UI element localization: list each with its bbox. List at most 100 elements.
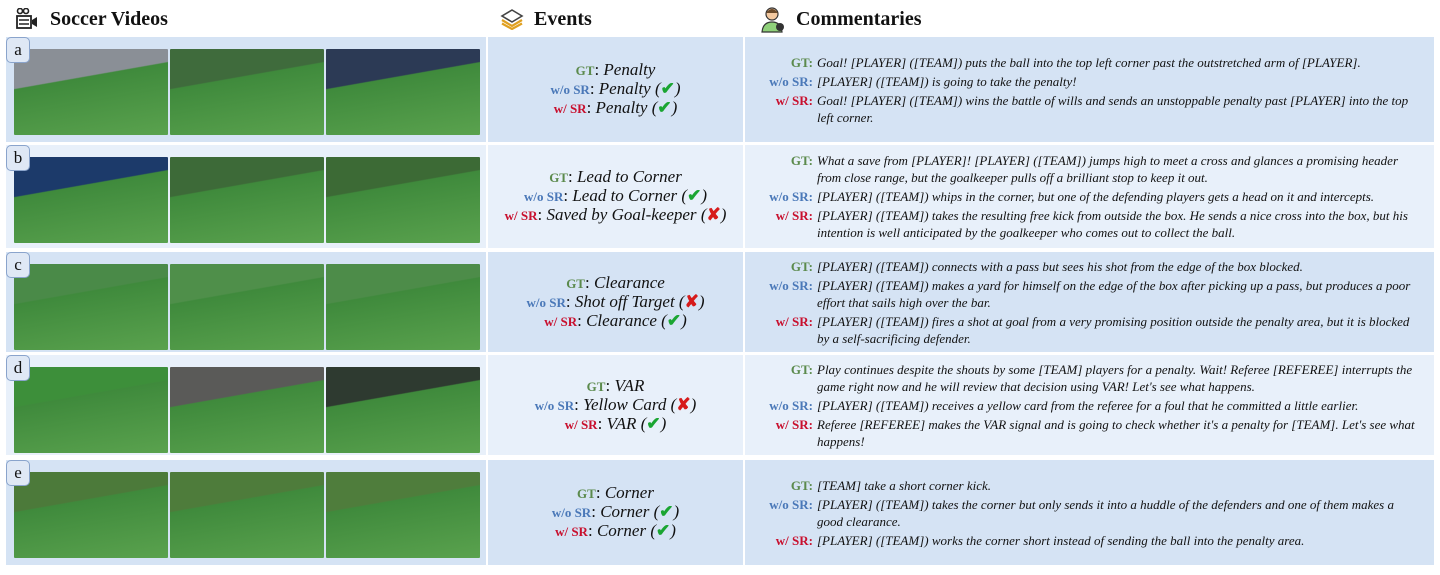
event-gt: GT: Corner bbox=[577, 483, 654, 502]
label-gt: GT bbox=[575, 63, 595, 78]
header-label: Commentaries bbox=[796, 7, 922, 30]
label-gt: GT: bbox=[790, 361, 813, 377]
check-icon: ✔ bbox=[655, 521, 671, 540]
video-frames: e bbox=[6, 460, 486, 565]
event-text: Saved by Goal-keeper (✘) bbox=[546, 205, 727, 224]
label-text: GT bbox=[790, 258, 809, 274]
commentary-text: [PLAYER] ([TEAM]) takes the corner but o… bbox=[817, 496, 1394, 529]
header-commentaries: Commentaries bbox=[760, 4, 922, 34]
label-wo-sr: w/o SR bbox=[534, 397, 575, 413]
cross-icon: ✘ bbox=[706, 205, 721, 224]
label-text: w/o SR bbox=[769, 496, 809, 512]
cross-icon: ✘ bbox=[676, 394, 691, 414]
check-icon: ✔ bbox=[646, 413, 661, 433]
event-wo-sr: w/o SR: Corner (✔) bbox=[551, 502, 680, 521]
commentator-icon bbox=[761, 7, 784, 33]
event-name: Shot off Target bbox=[574, 291, 675, 311]
label-w-sr: w/ SR: bbox=[775, 532, 813, 548]
row-badge: b bbox=[6, 145, 30, 171]
event-text: Corner (✔) bbox=[596, 521, 676, 540]
video-frame-1 bbox=[14, 264, 168, 350]
row-badge: c bbox=[6, 252, 30, 278]
event-gt: GT: Clearance bbox=[566, 272, 665, 292]
commentary-cell: GT: What a save from [PLAYER]! [PLAYER] (… bbox=[745, 145, 1434, 248]
event-name: Corner bbox=[604, 483, 654, 502]
event-name: Yellow Card bbox=[583, 394, 667, 414]
label-text: GT bbox=[790, 361, 809, 377]
commentary-wo-sr: w/o SR: [PLAYER] ([TEAM]) receives a yell… bbox=[755, 397, 1416, 414]
commentary-w-sr: w/ SR: [PLAYER] ([TEAM]) fires a shot at … bbox=[755, 313, 1416, 347]
event-text: Penalty bbox=[603, 60, 655, 79]
event-wo-sr: w/o SR: Yellow Card (✘) bbox=[534, 394, 697, 414]
video-frame-3 bbox=[326, 157, 480, 243]
label-gt: GT: bbox=[790, 258, 813, 274]
commentary-text: [PLAYER] ([TEAM]) makes a yard for himse… bbox=[817, 277, 1411, 310]
header-label: Events bbox=[534, 7, 592, 30]
commentary-text: [PLAYER] ([TEAM]) connects with a pass b… bbox=[817, 258, 1303, 274]
label-gt: GT: bbox=[790, 54, 813, 70]
event-gt: GT: VAR bbox=[586, 375, 645, 395]
label-text: w/o SR bbox=[769, 397, 809, 413]
label-gt: GT bbox=[549, 170, 568, 185]
event-wo-sr: w/o SR: Lead to Corner (✔) bbox=[523, 186, 708, 205]
video-frame-2 bbox=[170, 157, 324, 243]
event-text: Corner (✔) bbox=[600, 502, 680, 521]
event-name: Lead to Corner bbox=[572, 186, 678, 205]
events-cell: GT: Corner w/o SR: Corner (✔) w/ SR: Corne… bbox=[488, 460, 743, 565]
commentary-text: [PLAYER] ([TEAM]) works the corner short… bbox=[817, 532, 1305, 548]
event-name: Clearance bbox=[593, 272, 665, 292]
video-frame-1 bbox=[14, 472, 168, 558]
commentary-gt: GT: [TEAM] take a short corner kick. bbox=[755, 477, 1416, 494]
event-text: VAR bbox=[614, 376, 644, 395]
commentary-text: [PLAYER] ([TEAM]) whips in the corner, b… bbox=[817, 189, 1375, 204]
label-w-sr: w/ SR: bbox=[775, 416, 813, 432]
label-text: w/ SR bbox=[775, 92, 809, 108]
commentary-text: Goal! [PLAYER] ([TEAM]) puts the ball in… bbox=[817, 54, 1361, 70]
event-gt: GT: Penalty bbox=[575, 60, 656, 79]
label-w-sr: w/ SR bbox=[504, 208, 538, 223]
event-wo-sr: w/o SR: Penalty (✔) bbox=[550, 79, 681, 98]
label-text: w/ SR bbox=[775, 416, 809, 432]
row-badge: e bbox=[6, 460, 30, 486]
label-wo-sr: w/o SR: bbox=[769, 496, 813, 512]
video-frame-2 bbox=[170, 472, 324, 558]
event-gt: GT: Lead to Corner bbox=[549, 167, 682, 186]
event-w-sr: w/ SR: VAR (✔) bbox=[564, 413, 667, 433]
video-frames: d bbox=[6, 355, 486, 455]
commentary-gt: GT: [PLAYER] ([TEAM]) connects with a pas… bbox=[755, 258, 1416, 275]
example-row-c: c GT: Clearance w/o SR: Shot off Target (… bbox=[6, 252, 1434, 352]
label-wo-sr: w/o SR: bbox=[769, 397, 813, 413]
commentary-w-sr: w/ SR: [PLAYER] ([TEAM]) works the corner… bbox=[755, 532, 1416, 549]
events-cell: GT: VAR w/o SR: Yellow Card (✘) w/ SR: VAR… bbox=[488, 355, 743, 455]
event-wo-sr: w/o SR: Shot off Target (✘) bbox=[526, 291, 705, 311]
commentary-cell: GT: [TEAM] take a short corner kick. w/o S… bbox=[745, 460, 1434, 565]
label-wo-sr: w/o SR bbox=[550, 82, 590, 97]
example-row-a: a GT: Penalty w/o SR: Penalty (✔) w/ SR: P… bbox=[6, 37, 1434, 142]
commentary-cell: GT: Play continues despite the shouts by … bbox=[745, 355, 1434, 455]
commentary-text: Play continues despite the shouts by som… bbox=[817, 361, 1413, 394]
commentary-text: What a save from [PLAYER]! [PLAYER] ([TE… bbox=[817, 153, 1399, 185]
event-w-sr: w/ SR: Corner (✔) bbox=[555, 521, 676, 540]
event-name: Saved by Goal-keeper bbox=[546, 205, 697, 224]
label-text: w/o SR bbox=[769, 189, 809, 204]
video-frame-1 bbox=[14, 157, 168, 243]
video-frame-3 bbox=[326, 472, 480, 558]
event-text: Clearance (✔) bbox=[586, 310, 687, 330]
label-w-sr: w/ SR bbox=[564, 416, 598, 432]
event-name: Clearance bbox=[586, 310, 657, 330]
commentary-text: [PLAYER] ([TEAM]) takes the resulting fr… bbox=[817, 208, 1408, 240]
event-text: Lead to Corner bbox=[577, 167, 682, 186]
event-name: Corner bbox=[596, 521, 647, 540]
commentary-text: Referee [REFEREE] makes the VAR signal a… bbox=[817, 416, 1415, 449]
commentary-text: [PLAYER] ([TEAM]) receives a yellow card… bbox=[817, 397, 1359, 413]
label-w-sr: w/ SR bbox=[553, 101, 587, 116]
event-name: Penalty bbox=[595, 98, 648, 117]
event-text: Lead to Corner (✔) bbox=[572, 186, 708, 205]
events-cell: GT: Clearance w/o SR: Shot off Target (✘)… bbox=[488, 252, 743, 352]
video-frame-1 bbox=[14, 49, 168, 135]
row-badge: d bbox=[6, 355, 30, 381]
commentary-wo-sr: w/o SR: [PLAYER] ([TEAM]) makes a yard fo… bbox=[755, 277, 1416, 311]
label-w-sr: w/ SR: bbox=[775, 208, 813, 223]
events-cell: GT: Penalty w/o SR: Penalty (✔) w/ SR: Pen… bbox=[488, 37, 743, 142]
video-frame-3 bbox=[326, 264, 480, 350]
